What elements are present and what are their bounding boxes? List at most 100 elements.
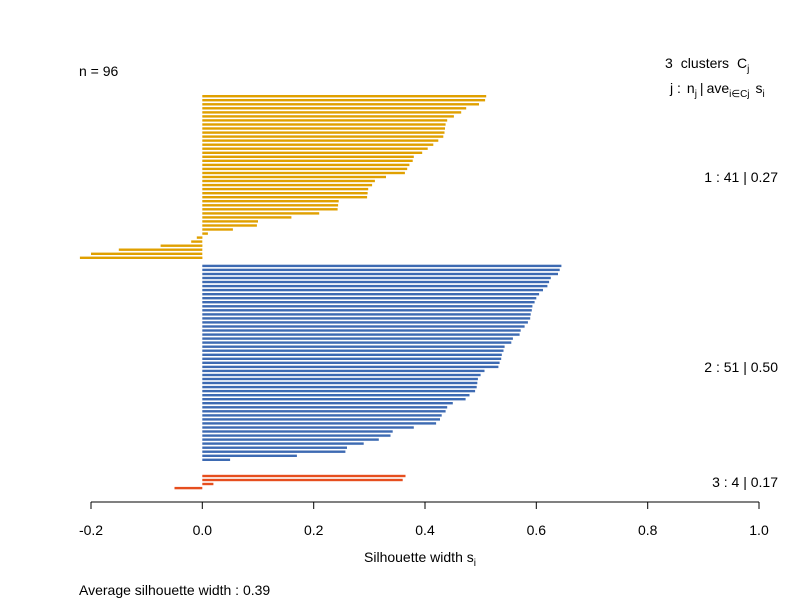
header-s-sub: i [763,89,765,100]
bar-cluster-1-33 [202,224,257,227]
average-silhouette-width: Average silhouette width : 0.39 [79,582,270,598]
bar-cluster-2-27 [202,369,485,373]
bar-cluster-2-48 [202,454,297,457]
bar-cluster-2-49 [202,458,231,461]
bar-cluster-3-1 [202,474,406,478]
bar-cluster-1-16 [202,155,414,158]
bar-cluster-2-40 [202,422,437,425]
bar-cluster-2-47 [202,450,346,453]
bar-cluster-2-39 [202,418,440,421]
bar-cluster-2-25 [202,361,500,364]
bar-cluster-1-6 [202,115,454,118]
bar-cluster-2-22 [202,349,504,352]
bar-cluster-2-32 [202,389,476,393]
x-tick-label: 0.8 [638,522,658,538]
bar-cluster-2-5 [202,280,550,284]
bar-cluster-2-6 [202,284,548,288]
bar-cluster-2-19 [202,337,513,340]
bar-cluster-1-22 [202,179,375,183]
bar-cluster-1-27 [202,200,339,203]
bar-cluster-2-7 [202,288,544,292]
x-tick-label: 1.0 [749,522,769,538]
bar-cluster-1-5 [202,111,462,114]
bar-cluster-1-20 [202,171,405,175]
header-ave: ave [707,80,730,96]
bar-cluster-1-18 [202,163,410,167]
bar-cluster-2-31 [202,385,477,389]
bar-cluster-2-24 [202,357,502,360]
bar-cluster-1-32 [202,220,258,223]
bar-cluster-3-3 [202,482,214,486]
bar-cluster-2-3 [202,272,559,276]
bar-cluster-1-41 [79,256,203,259]
header-columns: j : nj | avei∈Cj si [669,80,765,100]
bar-cluster-1-12 [202,139,439,142]
bar-cluster-1-36 [196,236,203,239]
bar-cluster-2-4 [202,276,551,280]
header-symbol: C [737,55,747,71]
header-s: s [756,80,763,96]
bar-cluster-2-33 [202,394,470,397]
bar-cluster-1-25 [202,192,368,195]
bar-cluster-2-23 [202,353,502,356]
bar-cluster-2-30 [202,381,478,385]
bar-cluster-2-10 [202,301,535,304]
bar-cluster-2-42 [202,430,393,433]
bar-cluster-2-1 [202,264,562,268]
bar-cluster-1-11 [202,135,444,138]
bar-cluster-1-14 [202,147,428,150]
bar-cluster-2-38 [202,414,442,417]
bar-cluster-1-7 [202,119,448,122]
bars-group [79,95,562,490]
bar-cluster-1-34 [202,228,233,231]
header-n: n [687,80,695,96]
bar-cluster-2-36 [202,406,448,409]
x-tick-label: -0.2 [79,522,103,538]
x-axis-title-sub: i [474,558,476,569]
header-count: 3 [665,55,673,71]
bar-cluster-2-28 [202,373,481,377]
bar-cluster-1-19 [202,167,408,171]
bar-cluster-2-26 [202,365,499,369]
bar-cluster-2-37 [202,410,446,413]
bar-cluster-2-29 [202,377,478,381]
bar-cluster-1-21 [202,175,386,179]
bar-cluster-2-14 [202,317,531,320]
bar-cluster-2-18 [202,333,520,336]
bar-cluster-2-8 [202,293,540,296]
bar-cluster-1-37 [191,240,203,243]
bar-cluster-3-2 [202,478,403,482]
cluster-label-2: 2 : 51 | 0.50 [704,359,778,375]
header-sep: | [700,80,704,96]
bar-cluster-1-35 [202,232,208,235]
bar-cluster-2-21 [202,345,505,348]
bar-cluster-2-12 [202,309,532,312]
bar-cluster-2-35 [202,402,453,405]
bar-cluster-1-24 [202,187,369,191]
bar-cluster-3-4 [174,486,203,490]
bar-cluster-2-34 [202,398,466,401]
header-j: j : [669,80,681,96]
n-label: n = 96 [79,63,119,79]
bar-cluster-1-23 [202,183,373,187]
cluster-label-3: 3 : 4 | 0.17 [712,474,778,490]
bar-cluster-2-16 [202,325,525,328]
x-axis-title-main: Silhouette width s [364,549,474,565]
bar-cluster-2-11 [202,305,533,308]
x-tick-label: 0.6 [527,522,547,538]
bar-cluster-1-28 [202,204,339,207]
bar-cluster-2-13 [202,313,531,316]
x-axis: -0.2 0.0 0.2 0.4 0.6 0.8 1.0 [79,501,769,538]
header-symbol-sub: j [746,64,749,75]
x-tick-label: 0.2 [304,522,324,538]
x-axis-title: Silhouette width si [364,549,476,569]
bar-cluster-2-44 [202,438,379,441]
bar-cluster-1-38 [160,244,203,247]
bar-cluster-2-41 [202,426,414,429]
bar-cluster-2-9 [202,297,537,300]
header-n-sub: j [694,89,697,100]
bar-cluster-1-31 [202,216,292,219]
